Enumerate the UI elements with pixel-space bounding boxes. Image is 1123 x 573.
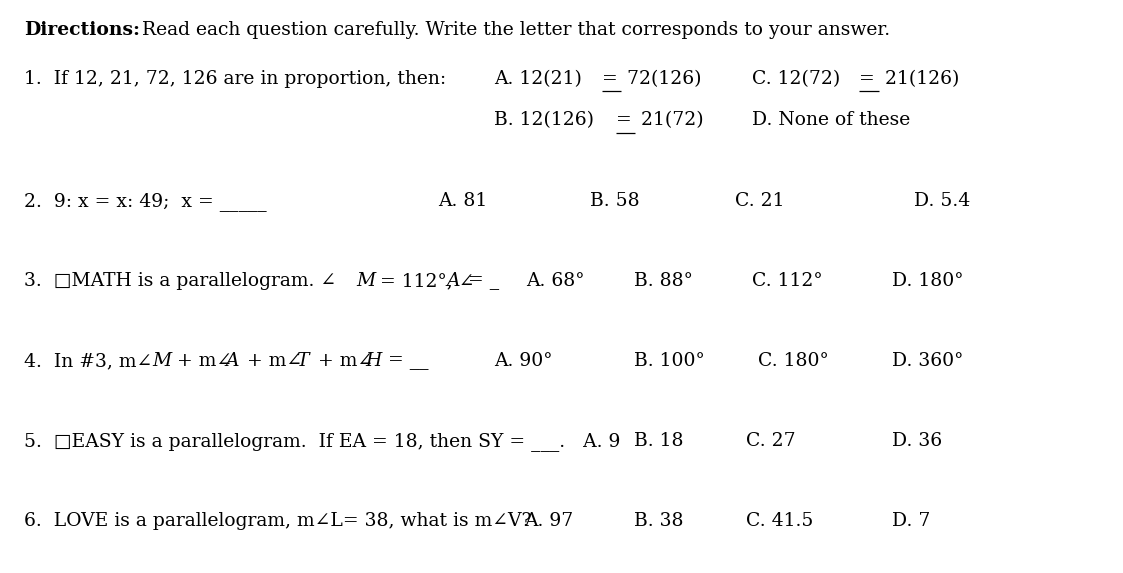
Text: C. 180°: C. 180° [758, 352, 829, 370]
Text: 21(126): 21(126) [878, 70, 959, 88]
Text: = _: = _ [462, 272, 499, 291]
Text: = 112°, ∠: = 112°, ∠ [374, 272, 475, 291]
Text: B. 58: B. 58 [590, 193, 639, 210]
Text: A. 81: A. 81 [438, 193, 487, 210]
Text: M: M [153, 352, 172, 370]
Text: 6.  LOVE is a parallelogram, m∠L= 38, what is m∠V?: 6. LOVE is a parallelogram, m∠L= 38, wha… [24, 512, 531, 529]
Text: 21(72): 21(72) [636, 111, 704, 129]
Text: B. 12(126): B. 12(126) [494, 111, 601, 129]
Text: D. 360°: D. 360° [892, 352, 964, 370]
Text: H: H [365, 352, 382, 370]
Text: 4.  In #3, m∠: 4. In #3, m∠ [24, 352, 152, 370]
Text: 2.  9: x = x: 49;  x = _____: 2. 9: x = x: 49; x = _____ [24, 193, 266, 211]
Text: = __: = __ [382, 352, 429, 370]
Text: D. 180°: D. 180° [892, 272, 964, 291]
Text: D. 5.4: D. 5.4 [914, 193, 970, 210]
Text: D. 7: D. 7 [892, 512, 930, 529]
Text: M: M [356, 272, 376, 291]
Text: 1.  If 12, 21, 72, 126 are in proportion, then:: 1. If 12, 21, 72, 126 are in proportion,… [24, 70, 446, 88]
Text: C. 41.5: C. 41.5 [747, 512, 814, 529]
Text: 3.  □MATH is a parallelogram. ∠: 3. □MATH is a parallelogram. ∠ [24, 272, 336, 291]
Text: C. 12(72): C. 12(72) [752, 70, 847, 88]
Text: C. 21: C. 21 [736, 193, 785, 210]
Text: D. None of these: D. None of these [752, 111, 910, 129]
Text: C. 112°: C. 112° [752, 272, 822, 291]
Text: D. 36: D. 36 [892, 432, 942, 450]
Text: + m∠: + m∠ [171, 352, 231, 370]
Text: Directions:: Directions: [24, 21, 139, 40]
Text: B. 18: B. 18 [634, 432, 684, 450]
Text: C. 27: C. 27 [747, 432, 796, 450]
Text: Read each question carefully. Write the letter that corresponds to your answer.: Read each question carefully. Write the … [130, 21, 891, 40]
Text: B. 38: B. 38 [634, 512, 684, 529]
Text: A: A [226, 352, 239, 370]
Text: + m∠: + m∠ [241, 352, 302, 370]
Text: A. 97: A. 97 [524, 512, 574, 529]
Text: A: A [446, 272, 459, 291]
Text: =: = [602, 70, 618, 88]
Text: A. 12(21): A. 12(21) [494, 70, 588, 88]
Text: T: T [296, 352, 309, 370]
Text: =: = [859, 70, 875, 88]
Text: 5.  □EASY is a parallelogram.  If EA = 18, then SY = ___.   A. 9: 5. □EASY is a parallelogram. If EA = 18,… [24, 432, 620, 451]
Text: A. 68°: A. 68° [526, 272, 584, 291]
Text: B. 88°: B. 88° [634, 272, 693, 291]
Text: B. 100°: B. 100° [634, 352, 705, 370]
Text: + m∠: + m∠ [312, 352, 373, 370]
Text: A. 90°: A. 90° [494, 352, 553, 370]
Text: =: = [617, 111, 632, 129]
Text: 72(126): 72(126) [621, 70, 702, 88]
